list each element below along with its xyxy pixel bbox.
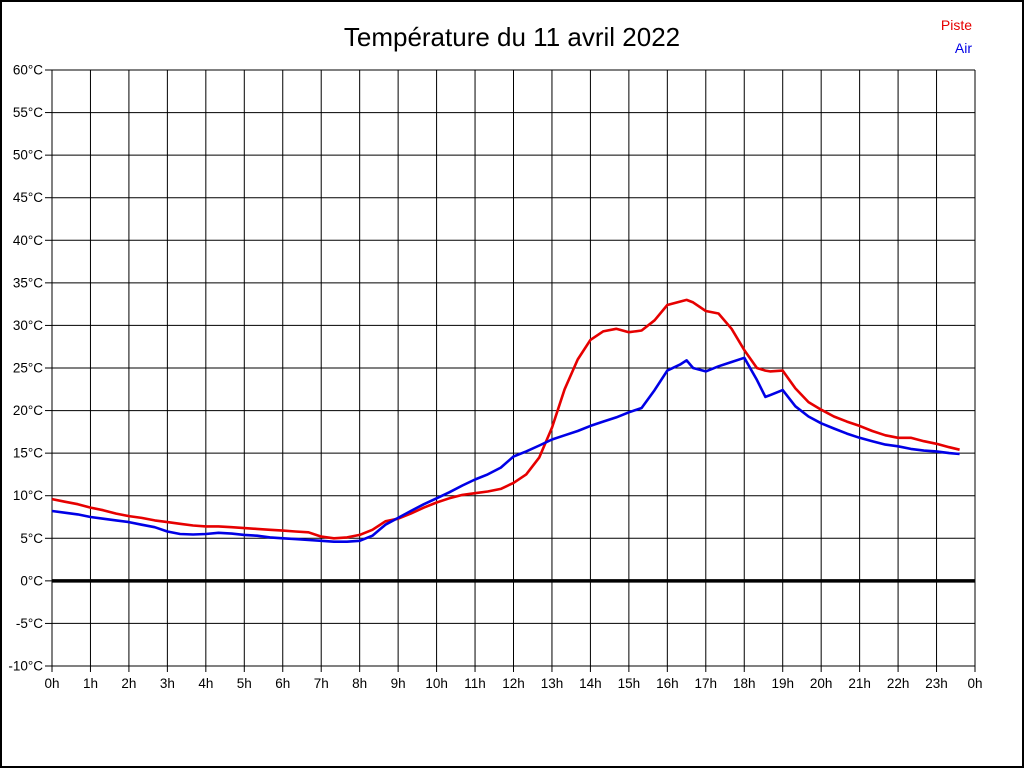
x-tick-label: 20h <box>810 676 833 691</box>
y-tick-label: 40°C <box>13 233 43 248</box>
x-tick-label: 11h <box>464 676 486 691</box>
x-tick-label: 3h <box>160 676 175 691</box>
x-tick-label: 1h <box>83 676 98 691</box>
x-tick-label: 12h <box>502 676 525 691</box>
x-tick-label: 5h <box>237 676 252 691</box>
x-tick-label: 0h <box>967 676 982 691</box>
y-tick-label: 15°C <box>13 446 43 461</box>
air-line <box>51 356 960 544</box>
y-tick-label: 25°C <box>13 361 43 376</box>
y-tick-label: 10°C <box>13 488 43 503</box>
x-tick-label: 0h <box>44 676 59 691</box>
x-tick-label: 21h <box>848 676 871 691</box>
chart-title: Température du 11 avril 2022 <box>343 22 681 52</box>
x-tick-label: 16h <box>656 676 679 691</box>
y-tick-label: 20°C <box>13 403 43 418</box>
y-tick-label: 5°C <box>20 531 43 546</box>
y-tick-label: 45°C <box>13 190 43 205</box>
y-tick-label: 35°C <box>13 275 43 290</box>
y-axis-labels: 60°C 55°C 50°C 45°C 40°C 35°C 30°C 25°C 20°C 15°C… <box>8 63 43 674</box>
y-tick-label: 55°C <box>13 105 43 120</box>
legend-item-air: Air <box>954 40 972 56</box>
y-tick-label: 30°C <box>13 318 43 333</box>
x-tick-label: 19h <box>771 676 794 691</box>
x-tick-label: 6h <box>275 676 290 691</box>
y-tick-label: -10°C <box>8 659 43 674</box>
x-tick-label: 8h <box>352 676 367 691</box>
x-tick-label: 17h <box>695 676 718 691</box>
piste-line <box>51 298 960 540</box>
x-tick-label: 15h <box>618 676 641 691</box>
legend: Piste Air <box>941 14 972 60</box>
x-tick-label: 2h <box>121 676 136 691</box>
x-tick-label: 9h <box>391 676 406 691</box>
y-tick-label: 0°C <box>20 573 43 588</box>
legend-item-piste: Piste <box>940 17 972 33</box>
x-axis-labels: 0h 1h 2h 3h 4h 5h 6h 7h 8h 9h 10h 11h 12h 13h 14h 15h 16… <box>44 676 982 691</box>
x-tick-label: 7h <box>314 676 329 691</box>
x-tick-label: 10h <box>425 676 448 691</box>
x-tick-label: 4h <box>198 676 213 691</box>
x-tick-label: 14h <box>579 676 602 691</box>
x-tick-label: 23h <box>925 676 948 691</box>
x-tick-label: 18h <box>733 676 756 691</box>
y-tick-label: 60°C <box>13 63 43 78</box>
x-tick-label: 13h <box>541 676 564 691</box>
y-tick-label: 50°C <box>13 148 43 163</box>
y-tick-label: -5°C <box>16 616 43 631</box>
x-tick-label: 22h <box>887 676 910 691</box>
